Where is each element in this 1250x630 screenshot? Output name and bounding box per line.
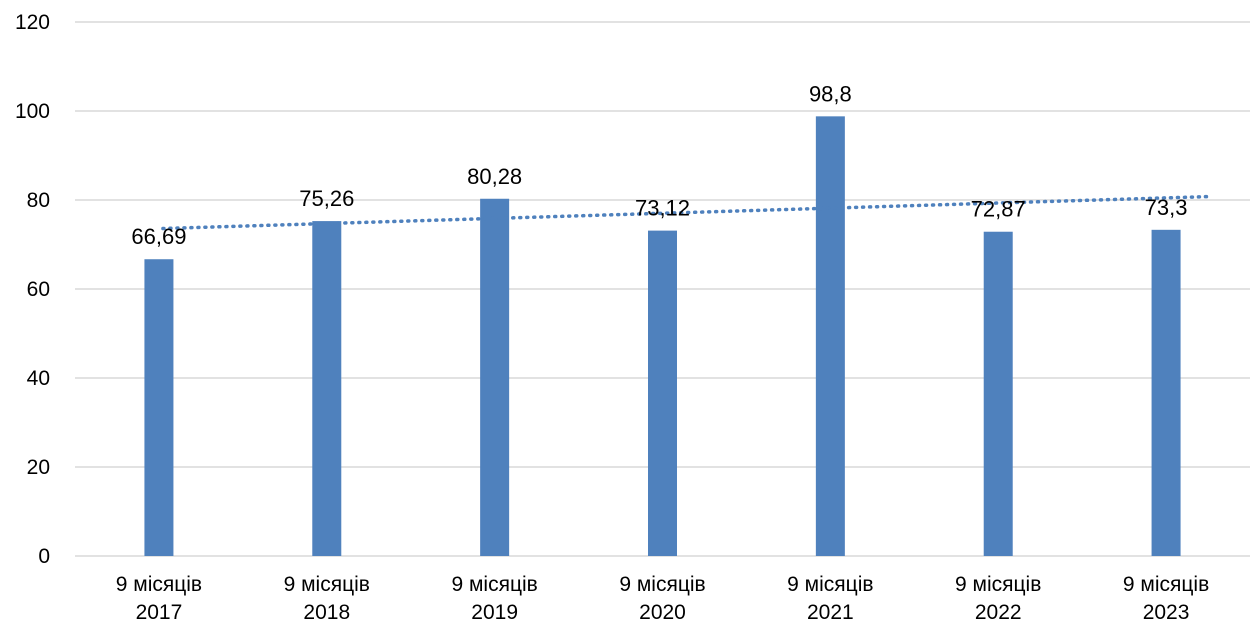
x-tick-label: 9 місяців	[619, 573, 705, 596]
y-tick-label: 120	[15, 11, 50, 34]
data-label: 73,12	[635, 196, 690, 221]
bar	[983, 231, 1013, 556]
x-axis-labels: 9 місяців 2017 9 місяців 2018 9 місяців 2019 9…	[116, 573, 1209, 624]
y-tick-label: 60	[27, 278, 50, 301]
y-tick-label: 0	[38, 545, 50, 568]
x-tick-label: 9 місяців	[787, 573, 873, 596]
bar	[312, 221, 342, 556]
bars	[144, 116, 1181, 556]
x-tick-label: 9 місяців	[284, 573, 370, 596]
x-tick-label: 2018	[303, 601, 350, 624]
y-tick-label: 20	[27, 456, 50, 479]
bar	[1151, 229, 1181, 556]
x-tick-label: 2023	[1143, 601, 1190, 624]
y-tick-label: 100	[15, 100, 50, 123]
y-tick-label: 80	[27, 189, 50, 212]
x-tick-label: 2019	[471, 601, 518, 624]
x-tick-label: 9 місяців	[116, 573, 202, 596]
x-tick-label: 9 місяців	[1123, 573, 1209, 596]
bar	[815, 116, 845, 556]
x-tick-label: 2017	[136, 601, 183, 624]
trendline-group	[161, 194, 1213, 231]
x-tick-label: 2022	[975, 601, 1022, 624]
bar	[144, 259, 174, 556]
data-labels: 66,69 75,26 80,28 73,12 98,8 72,87 73,3	[131, 81, 1187, 249]
bar	[480, 198, 510, 556]
trendline	[161, 194, 1213, 231]
data-label: 98,8	[809, 81, 852, 106]
x-tick-label: 2020	[639, 601, 686, 624]
y-tick-label: 40	[27, 367, 50, 390]
y-axis-labels: 0 20 40 60 80 100 120	[15, 11, 50, 568]
data-label: 80,28	[467, 164, 522, 189]
data-label: 72,87	[971, 197, 1026, 222]
x-tick-label: 9 місяців	[451, 573, 537, 596]
data-label: 66,69	[131, 224, 186, 249]
bar	[648, 230, 677, 556]
data-label: 75,26	[299, 186, 354, 211]
x-tick-label: 2021	[807, 601, 854, 624]
x-tick-label: 9 місяців	[955, 573, 1041, 596]
data-label: 73,3	[1145, 195, 1188, 220]
